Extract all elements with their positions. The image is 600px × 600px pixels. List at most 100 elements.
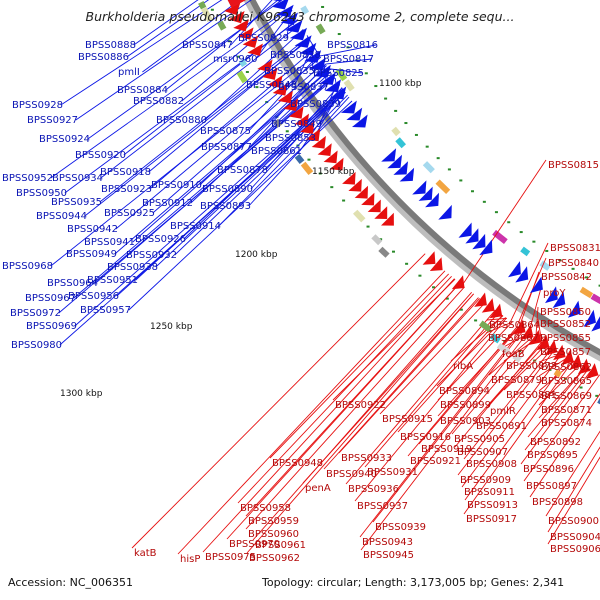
tick-mark: [459, 179, 463, 182]
reverse-label-connector: [538, 356, 569, 377]
reverse-gene-label: penA: [305, 483, 331, 494]
forward-gene-label: BPSS0816: [327, 40, 378, 51]
reverse-gene-arrow: [237, 27, 254, 40]
forward-gene-label: BPSS0912: [142, 198, 193, 209]
reverse-gene-label: BPSS0913: [467, 500, 518, 511]
reverse-gene-labels: BPSS0815 BPSS0831 BPSS0840 BPSS0842 proY BPSS…: [134, 160, 600, 565]
reverse-gene-label: BPSS0945: [363, 550, 414, 561]
reverse-label-connector: [464, 357, 569, 501]
forward-gene-arrow: [387, 154, 402, 169]
reverse-gene-arrow: [381, 212, 394, 226]
reverse-label-connector: [246, 293, 474, 554]
reverse-gene-arrow: [520, 324, 534, 340]
forward-gene-arrow: [425, 192, 439, 208]
forward-gene-label: BPSS0951: [87, 275, 138, 286]
tick-mark: [482, 200, 486, 203]
reverse-gene-label: BPSS0850: [540, 307, 591, 318]
inner-track-feature: [539, 260, 551, 271]
tick-mark: [366, 225, 370, 228]
reverse-gene-arrow: [528, 329, 542, 345]
reverse-gene-label: BPSS0840: [548, 258, 599, 269]
outer-track-feature: [238, 58, 248, 68]
tick-mark: [255, 86, 259, 89]
chromosome-backbone: [243, 0, 600, 362]
inner-track-feature: [335, 67, 348, 82]
inner-track-feature: [300, 5, 310, 15]
forward-label-connector: [114, 69, 330, 255]
reverse-gene-label: BPSS0842: [541, 272, 592, 283]
tick-mark: [445, 297, 449, 300]
inner-track-feature: [315, 23, 326, 35]
forward-gene-arrow: [340, 100, 357, 114]
tick-mark: [285, 130, 289, 133]
forward-gene-arrow: [271, 0, 289, 10]
reverse-gene-label: BPSS0857: [540, 347, 591, 358]
forward-label-connector: [74, 88, 344, 327]
forward-gene-label: BPSS0848: [246, 80, 297, 91]
forward-label-connector: [204, 29, 304, 121]
outer-track-feature: [201, 7, 213, 22]
reverse-gene-label: BPSS0869: [541, 391, 592, 402]
forward-gene-label: msr0960: [213, 54, 258, 65]
reverse-gene-label: BPSS0897: [526, 481, 577, 492]
reverse-gene-arrow: [586, 363, 599, 379]
forward-gene-label: BPSS0835: [264, 66, 315, 77]
reverse-label-connector: [360, 332, 529, 551]
outer-track-feature: [294, 154, 305, 164]
forward-label-connector: [99, 36, 309, 203]
forward-gene-label: BPSS0817: [323, 54, 374, 65]
reverse-gene-arrow: [323, 150, 338, 164]
reverse-label-connector: [364, 312, 499, 468]
forward-gene-label: BPSS0926: [135, 234, 186, 245]
reverse-gene-label: BPSS0915: [382, 414, 433, 425]
forward-gene-arrow: [324, 79, 341, 93]
tick-mark: [595, 394, 599, 397]
reverse-gene-arrow: [267, 75, 283, 88]
forward-gene-label: BPSS0918: [100, 167, 151, 178]
reverse-label-connector: [397, 314, 503, 433]
reverse-label-connector: [379, 302, 486, 415]
reverse-gene-label: pmlR: [490, 406, 516, 417]
kbp-mark-label: 1150 kbp: [312, 167, 355, 177]
reverse-gene-label: BPSS0937: [357, 501, 408, 512]
outer-track-feature: [236, 70, 248, 84]
outer-feature-tracks: [198, 1, 600, 405]
forward-label-connector: [155, 90, 345, 268]
reverse-gene-arrow: [489, 303, 503, 319]
kbp-mark-label: 1200 kbp: [235, 250, 278, 260]
forward-gene-label: BPSS0927: [27, 115, 78, 126]
forward-gene-label: BPSS0957: [80, 305, 131, 316]
forward-gene-arrow: [304, 50, 322, 63]
reverse-label-connector: [226, 282, 461, 540]
tick-mark: [404, 122, 408, 125]
reverse-gene-label: BPSS0871: [541, 405, 592, 416]
reverse-label-connector: [457, 349, 556, 476]
reverse-gene-label: BPSS0936: [348, 484, 399, 495]
forward-gene-arrow: [583, 309, 596, 327]
forward-gene-arrow: [276, 4, 294, 18]
outer-track-feature: [198, 1, 207, 10]
outer-track-feature: [353, 209, 366, 223]
forward-gene-label: BPSS0924: [39, 134, 90, 145]
forward-label-connector: [165, 0, 279, 91]
forward-gene-arrow: [412, 180, 427, 195]
reverse-strand-features: [224, 0, 599, 379]
forward-gene-arrow: [346, 107, 363, 121]
reverse-gene-label: BPSS0940: [326, 469, 377, 480]
reverse-gene-arrow: [317, 143, 332, 156]
reverse-label-connector: [545, 430, 600, 517]
reverse-gene-label: hisP: [180, 554, 200, 565]
reverse-gene-arrow: [481, 298, 495, 313]
tick-mark: [321, 5, 325, 8]
tick-mark: [518, 349, 522, 352]
reverse-gene-label: BPSS0975: [205, 552, 256, 563]
reverse-gene-arrow: [257, 59, 273, 72]
forward-gene-label: BPSS0888: [85, 40, 136, 51]
forward-gene-arrow: [280, 12, 298, 25]
reverse-gene-label: BPSS0908: [466, 459, 517, 470]
reverse-gene-arrow: [474, 292, 487, 307]
topology-text: Topology: circular; Length: 3,173,005 bp…: [262, 576, 565, 589]
forward-label-connector: [142, 0, 241, 73]
reverse-gene-arrow: [311, 135, 326, 149]
tick-mark: [384, 97, 388, 100]
